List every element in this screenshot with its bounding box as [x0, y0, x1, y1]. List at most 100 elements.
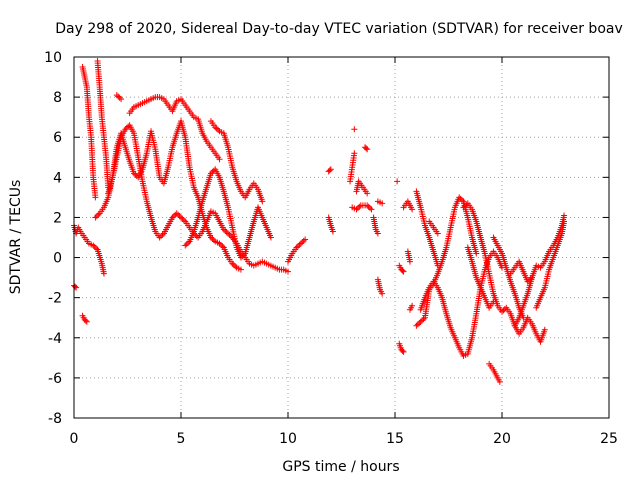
data-point: [499, 308, 505, 315]
data-point: [363, 145, 370, 152]
data-point: [123, 124, 130, 131]
data-point: [353, 206, 360, 213]
data-point: [179, 215, 186, 222]
data-point: [207, 234, 214, 241]
data-point: [116, 94, 123, 101]
data-point: [83, 318, 90, 325]
data-point: [220, 226, 227, 233]
data-point: [374, 230, 381, 237]
data-point: [417, 318, 424, 325]
data-point: [267, 234, 274, 241]
data-point: [329, 228, 336, 235]
data-point: [461, 203, 468, 210]
y-tick-label: 10: [44, 50, 62, 66]
data-point: [207, 170, 214, 177]
data-point: [175, 211, 182, 218]
data-point: [419, 317, 426, 324]
data-point: [457, 195, 464, 202]
data-point: [414, 321, 421, 328]
data-point: [229, 260, 236, 267]
data-point: [210, 237, 217, 244]
data-point: [351, 126, 358, 133]
data-point: [299, 239, 306, 246]
data-point: [365, 203, 372, 210]
data-point: [356, 203, 363, 210]
data-point: [240, 251, 247, 258]
axis-ticks: 0 5 10 15 20 25 -8 -6 -4 -2 0 2 4 6 8 10: [44, 50, 618, 447]
data-point: [209, 235, 216, 242]
data-point: [394, 178, 401, 185]
data-point: [285, 268, 291, 275]
data-point: [217, 241, 224, 248]
data-point: [400, 348, 407, 355]
y-tick-label: 4: [53, 170, 62, 186]
data-point: [400, 268, 407, 275]
chart-title: Day 298 of 2020, Sidereal Day-to-day VTE…: [55, 21, 623, 37]
data-point: [463, 201, 470, 208]
data-point: [216, 156, 223, 163]
y-tick-label: 6: [53, 130, 62, 146]
data-point: [237, 254, 244, 261]
data-point: [364, 190, 371, 197]
data-point: [294, 243, 301, 250]
data-point: [113, 92, 120, 99]
data-point: [222, 227, 229, 234]
data-point: [82, 317, 89, 324]
data-point: [300, 237, 307, 244]
data-point: [219, 243, 226, 250]
data-point: [420, 316, 427, 323]
data-point: [159, 231, 166, 238]
data-point: [460, 204, 467, 211]
data-point: [92, 214, 99, 221]
data-point: [212, 124, 219, 131]
data-point: [297, 240, 304, 247]
data-point: [326, 167, 333, 174]
x-tick-label: 20: [493, 431, 511, 447]
plot-frame: [73, 56, 610, 419]
data-point: [180, 217, 187, 224]
data-point: [416, 320, 423, 327]
y-axis-title: SDTVAR / TECUs: [8, 180, 24, 295]
data-point: [473, 250, 480, 257]
data-point: [226, 231, 233, 238]
data-point: [327, 166, 334, 173]
data-point: [293, 244, 300, 251]
data-point: [259, 198, 266, 205]
y-tick-label: -6: [48, 371, 62, 387]
data-point: [93, 245, 100, 252]
data-point: [409, 206, 416, 213]
data-point: [92, 194, 99, 201]
data-point: [379, 290, 386, 297]
data-point: [232, 263, 239, 270]
y-tick-label: 8: [53, 90, 62, 106]
x-tick-label: 15: [386, 431, 404, 447]
data-point: [213, 125, 220, 132]
x-tick-label: 0: [70, 431, 79, 447]
data-point: [379, 200, 386, 207]
x-tick-label: 5: [177, 431, 186, 447]
data-point: [500, 307, 507, 314]
data-point: [72, 283, 79, 290]
data-point: [173, 210, 180, 217]
data-point: [456, 194, 463, 201]
data-point: [230, 261, 237, 268]
data-point: [351, 150, 358, 157]
data-point: [459, 197, 466, 204]
data-point: [169, 214, 176, 221]
data-point: [561, 218, 568, 225]
data-point: [178, 214, 184, 221]
data-point: [185, 239, 192, 246]
data-point: [115, 93, 122, 100]
data-point: [413, 322, 420, 329]
data-point: [490, 298, 497, 305]
data-point: [364, 146, 371, 153]
y-tick-label: 0: [53, 251, 62, 267]
data-point: [541, 326, 548, 333]
data-point: [209, 168, 216, 175]
data-point: [239, 253, 246, 260]
data-point: [354, 205, 361, 212]
data-point: [368, 206, 375, 213]
data-point: [183, 241, 190, 248]
data-point: [399, 347, 406, 354]
